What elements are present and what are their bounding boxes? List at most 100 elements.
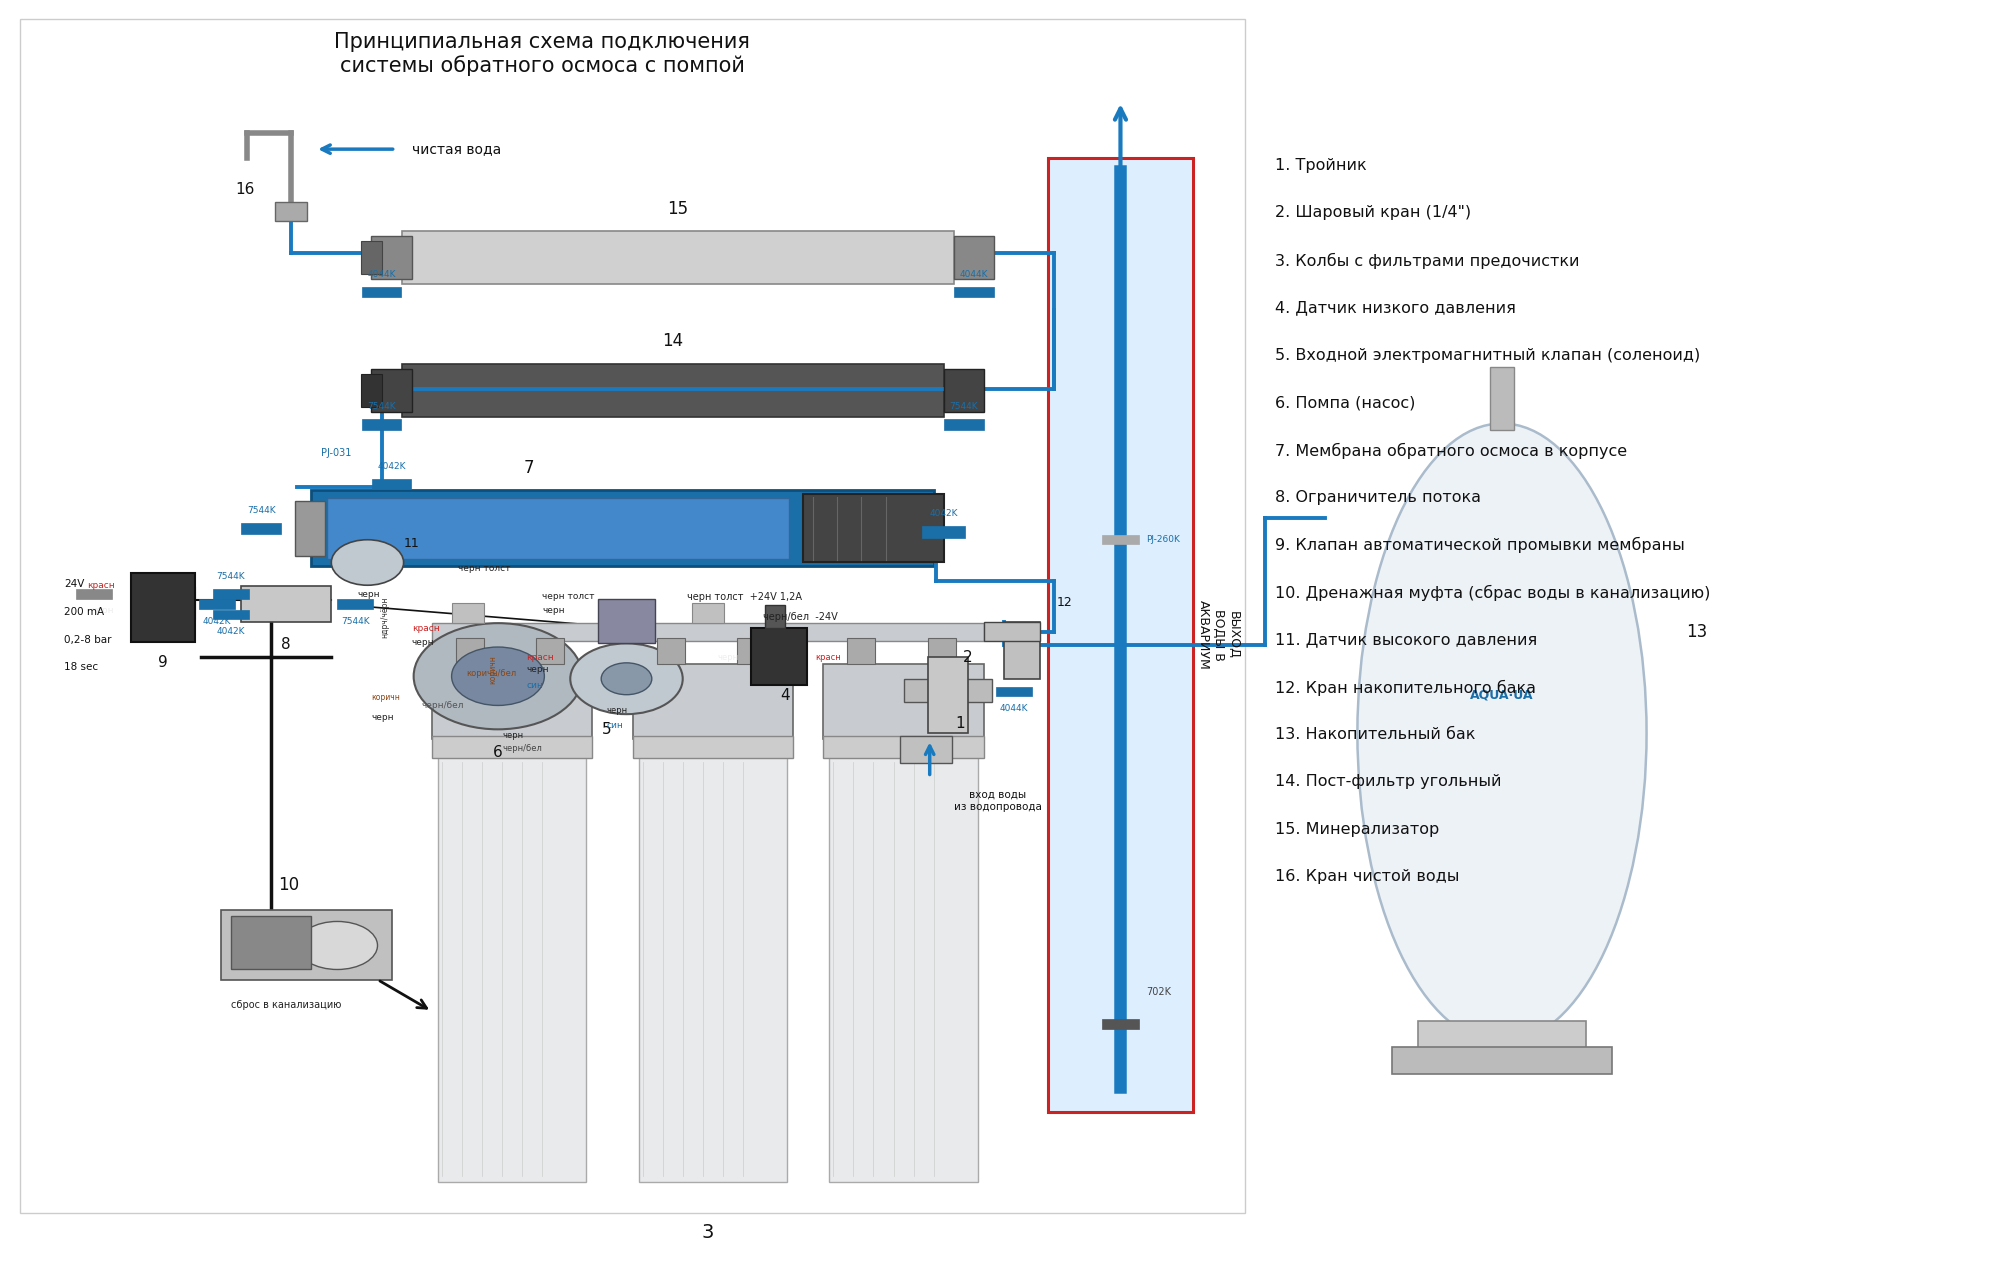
Bar (995, 686, 1032, 696)
Bar (241, 523, 281, 533)
Text: черн толст  +24V 1,2A: черн толст +24V 1,2A (686, 592, 801, 602)
Bar (432, 664, 592, 739)
Text: 14: 14 (662, 332, 682, 350)
Text: черн: черн (542, 605, 564, 616)
Text: черн: черн (526, 665, 548, 675)
Bar (361, 287, 401, 297)
Bar (371, 369, 411, 412)
Text: черн: черн (371, 713, 393, 723)
Text: син: син (526, 680, 542, 690)
Text: 4044K: 4044K (367, 269, 395, 278)
Bar (598, 599, 654, 643)
Text: PJ-031: PJ-031 (321, 447, 351, 458)
Bar (823, 736, 983, 758)
Text: черн/бел  -24V: черн/бел -24V (763, 612, 837, 622)
Bar (803, 494, 943, 562)
Text: 7. Мембрана обратного осмоса в корпусе: 7. Мембрана обратного осмоса в корпусе (1274, 442, 1626, 459)
Bar (927, 638, 955, 664)
Text: 2. Шаровый кран (1/4"): 2. Шаровый кран (1/4") (1274, 205, 1471, 220)
Text: 702K: 702K (1146, 987, 1170, 997)
Text: син: син (606, 720, 622, 731)
Text: 9. Клапан автоматической промывки мембраны: 9. Клапан автоматической промывки мембра… (1274, 537, 1684, 554)
Text: 13. Накопительный бак: 13. Накопительный бак (1274, 727, 1475, 742)
Circle shape (452, 647, 544, 705)
Text: 7544K: 7544K (217, 573, 245, 581)
Text: красн: красн (411, 623, 440, 633)
Text: 13: 13 (1686, 623, 1706, 641)
Bar (632, 736, 793, 758)
Text: 4044K: 4044K (999, 704, 1028, 713)
Text: 7544K: 7544K (341, 617, 369, 626)
Text: коричн/бел: коричн/бел (466, 669, 516, 679)
Text: 4. Датчик низкого давления: 4. Датчик низкого давления (1274, 301, 1515, 315)
Text: 4: 4 (781, 688, 789, 703)
Ellipse shape (1357, 423, 1646, 1043)
Bar (311, 490, 933, 566)
Bar (76, 589, 112, 599)
Text: черн/бел: черн/бел (421, 700, 464, 710)
Bar (231, 916, 311, 969)
Bar (1391, 1047, 1612, 1074)
Circle shape (413, 623, 582, 729)
Text: 4042K: 4042K (217, 627, 245, 636)
Text: 200 mA: 200 mA (64, 607, 104, 617)
Text: красн: красн (526, 652, 554, 662)
Text: черн: черн (411, 637, 434, 647)
Bar (361, 420, 401, 430)
Bar (927, 657, 967, 733)
Text: 6. Помпа (насос): 6. Помпа (насос) (1274, 394, 1415, 410)
Bar (213, 609, 249, 619)
Bar (327, 498, 789, 559)
Text: черн: черн (502, 731, 524, 741)
Bar (656, 638, 684, 664)
Text: черн толст: черн толст (542, 592, 594, 602)
Bar (295, 501, 325, 556)
Bar (371, 236, 411, 279)
Bar (765, 605, 785, 628)
Bar (823, 664, 983, 739)
Bar (953, 236, 993, 279)
Bar (337, 599, 373, 609)
Text: черн/бел: черн/бел (502, 743, 542, 753)
Bar (20, 19, 1244, 1213)
Text: 16: 16 (235, 182, 255, 197)
Bar (903, 679, 991, 702)
Text: 7544K: 7544K (247, 506, 275, 514)
Bar (213, 589, 249, 599)
Bar (1004, 622, 1040, 679)
Bar (943, 420, 983, 430)
Bar (690, 603, 725, 623)
Text: 4042K: 4042K (203, 617, 231, 626)
Bar (401, 231, 953, 284)
Text: 8. Ограничитель потока: 8. Ограничитель потока (1274, 489, 1481, 504)
Bar (199, 599, 235, 609)
Bar (432, 623, 983, 641)
Bar (1102, 535, 1138, 545)
Text: 7: 7 (524, 459, 534, 477)
Bar (829, 739, 977, 1182)
Text: черн: черн (606, 705, 628, 715)
Text: Принципиальная схема подключения
системы обратного осмоса с помпой: Принципиальная схема подключения системы… (333, 32, 751, 76)
Bar (401, 364, 943, 417)
Text: 1. Тройник: 1. Тройник (1274, 158, 1367, 173)
Text: красн: красн (815, 652, 841, 662)
Bar (638, 739, 787, 1182)
Bar (983, 622, 1040, 641)
Bar (275, 202, 307, 221)
Text: 9: 9 (159, 655, 167, 670)
Bar (737, 638, 765, 664)
Bar (953, 287, 993, 297)
Bar (921, 526, 965, 537)
Bar (452, 603, 484, 623)
Text: 4044K: 4044K (959, 269, 987, 278)
Circle shape (600, 662, 652, 695)
Bar (456, 638, 484, 664)
Text: черн толст: черн толст (458, 564, 510, 574)
Text: 16. Кран чистой воды: 16. Кран чистой воды (1274, 870, 1459, 884)
Text: черн: черн (716, 652, 739, 662)
Text: красн: красн (86, 580, 114, 590)
Bar (1102, 1019, 1138, 1029)
Circle shape (331, 540, 403, 585)
Text: сброс в канализацию: сброс в канализацию (231, 1000, 341, 1010)
Text: 2: 2 (963, 650, 971, 665)
